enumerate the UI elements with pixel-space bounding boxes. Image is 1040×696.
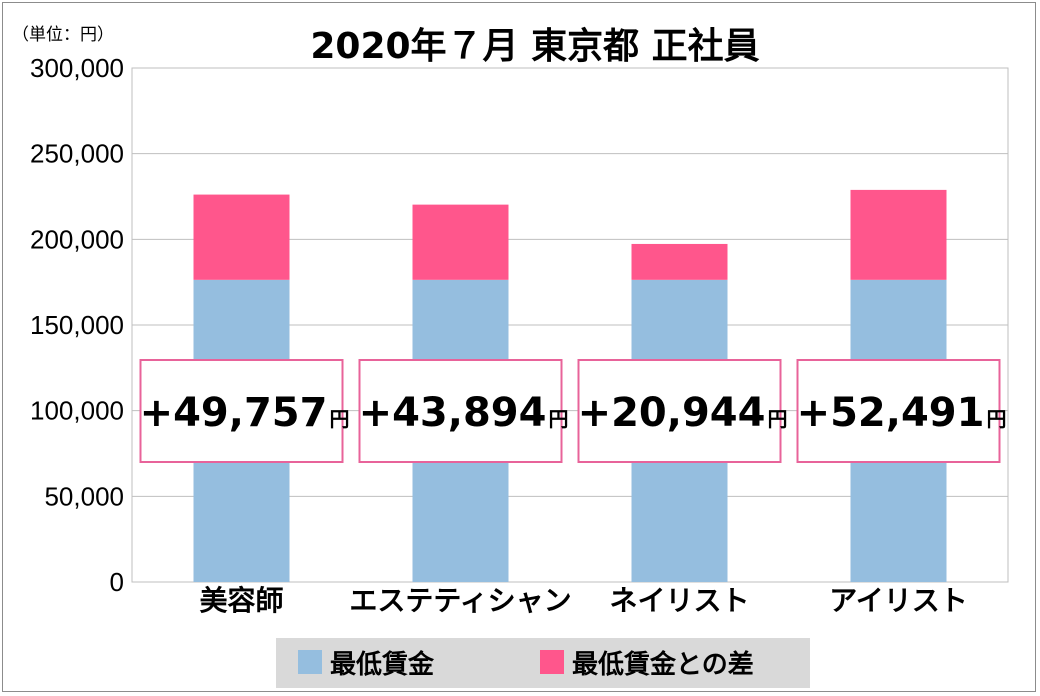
y-tick-label: 0: [110, 567, 124, 597]
legend: 最低賃金 最低賃金との差: [276, 638, 810, 688]
x-axis-categories: 美容師 エステティシャン ネイリスト アイリスト: [199, 584, 967, 617]
y-tick-label: 250,000: [30, 139, 124, 169]
y-tick-label: 150,000: [30, 310, 124, 340]
difference-annotations: +49,757 円 +43,894 円 +20,944 円 +52,491 円: [139, 359, 1006, 463]
legend-swatch: [540, 650, 564, 674]
legend-label: 最低賃金: [330, 649, 435, 680]
y-axis-ticks: 0 50,000 100,000 150,000 200,000 250,000 300,0…: [30, 53, 124, 597]
category-label: 美容師: [199, 584, 283, 617]
difference-unit: 円: [329, 407, 349, 431]
category-label: アイリスト: [829, 584, 968, 617]
y-tick-label: 100,000: [30, 396, 124, 426]
difference-unit: 円: [548, 407, 568, 431]
category-label: エステティシャン: [349, 584, 571, 617]
bar-diff-segment: [412, 204, 509, 280]
legend-label: 最低賃金との差: [572, 649, 754, 680]
y-tick-label: 300,000: [30, 53, 124, 83]
category-label: ネイリスト: [609, 584, 749, 617]
y-tick-label: 200,000: [30, 224, 124, 254]
legend-swatch: [298, 650, 322, 674]
bar-diff-segment: [850, 189, 947, 280]
difference-unit: 円: [767, 407, 787, 431]
difference-value: +20,944: [578, 390, 766, 436]
difference-unit: 円: [986, 407, 1006, 431]
difference-box: [358, 359, 563, 463]
difference-box: [139, 359, 344, 463]
unit-label: （単位：円）: [12, 25, 114, 45]
difference-box: [796, 359, 1001, 463]
difference-value: +49,757: [140, 390, 328, 436]
chart-title: 2020年７月 東京都 正社員: [310, 25, 759, 67]
plot-area-border: [131, 67, 1009, 583]
difference-value: +52,491: [797, 390, 985, 436]
bar-diff-segment: [631, 243, 728, 280]
y-tick-label: 50,000: [44, 481, 124, 511]
difference-box: [577, 359, 782, 463]
difference-value: +43,894: [359, 390, 547, 436]
bar-diff-segment: [193, 194, 290, 280]
